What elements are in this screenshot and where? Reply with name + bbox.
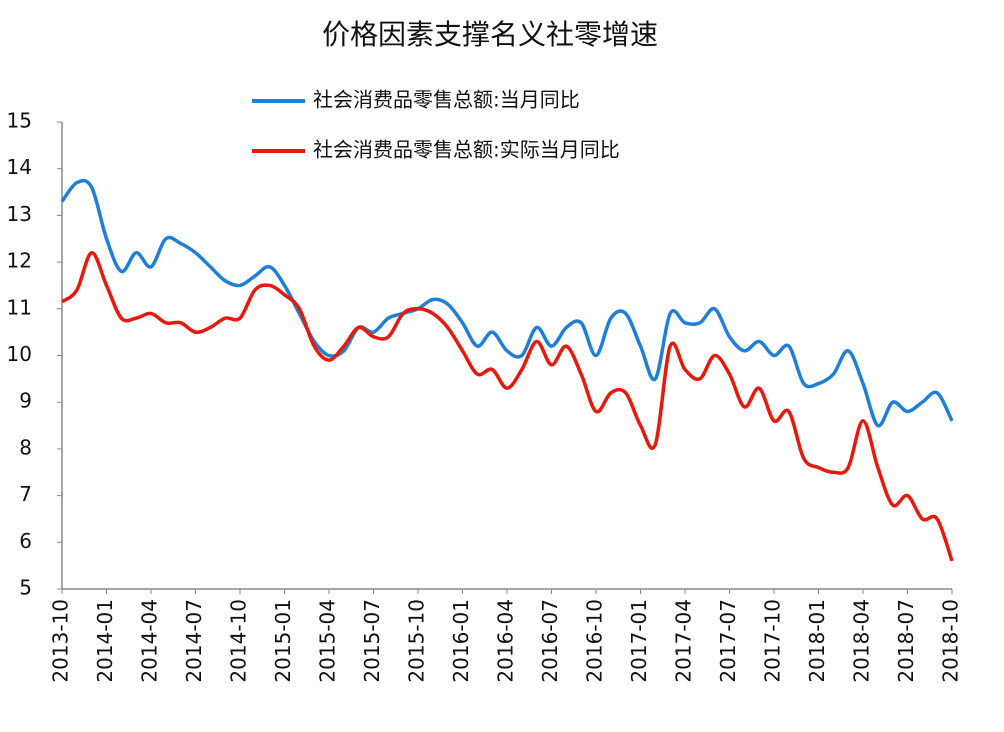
x-tick-label: 2013-10 [49,599,73,683]
y-tick-label: 15 [7,109,32,133]
x-tick-label: 2016-07 [538,599,562,683]
y-tick-label: 12 [7,249,32,273]
x-tick-label: 2015-10 [405,599,429,683]
x-tick-label: 2018-04 [850,599,874,683]
x-tick-label: 2017-10 [761,599,785,683]
chart-title: 价格因素支撑名义社零增速 [322,18,658,51]
y-tick-label: 7 [19,482,32,506]
series-line [60,251,954,562]
x-tick-label: 2017-01 [627,599,651,683]
series-line [60,178,954,428]
x-tick-label: 2016-10 [583,599,607,683]
x-tick-label: 2018-10 [939,599,963,683]
x-tick-label: 2017-04 [672,599,696,683]
legend-label: 社会消费品零售总额:当月同比 [313,88,580,112]
x-tick-label: 2015-04 [316,599,340,683]
x-tick-label: 2014-07 [182,599,206,683]
y-tick-label: 11 [7,295,32,319]
x-tick-label: 2015-07 [360,599,384,683]
x-tick-label: 2014-04 [138,599,162,683]
y-tick-label: 8 [19,435,32,459]
x-tick-label: 2018-01 [805,599,829,683]
y-tick-label: 9 [19,389,32,413]
x-tick-label: 2016-04 [494,599,518,683]
y-tick-label: 6 [19,529,32,553]
y-tick-label: 10 [7,342,32,366]
y-tick-label: 14 [7,155,32,179]
y-tick-label: 13 [7,202,32,226]
x-tick-label: 2016-01 [449,599,473,683]
x-tick-label: 2014-01 [93,599,117,683]
x-tick-label: 2017-07 [716,599,740,683]
y-tick-label: 5 [19,576,32,600]
x-tick-label: 2015-01 [271,599,295,683]
x-tick-label: 2014-10 [227,599,251,683]
x-tick-label: 2018-07 [894,599,918,683]
legend-label: 社会消费品零售总额:实际当月同比 [313,138,620,162]
